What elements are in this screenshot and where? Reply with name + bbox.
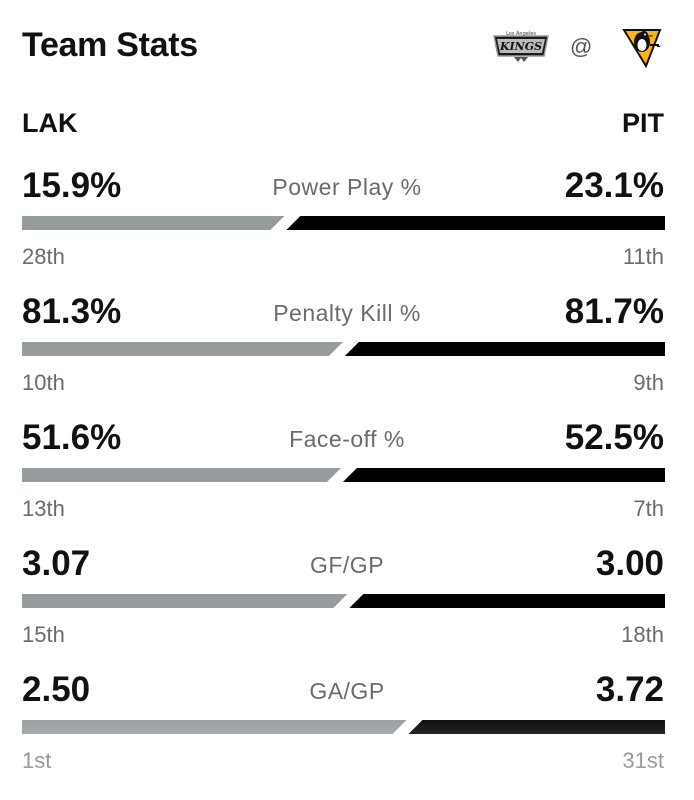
comparison-bar bbox=[22, 594, 665, 608]
away-stat-value: 15.9% bbox=[22, 166, 122, 205]
kings-logo-text: KINGS bbox=[499, 40, 542, 53]
stat-row-faceoff: 51.6% Face-off % 52.5% 13th 7th bbox=[0, 418, 694, 544]
away-stat-value: 3.07 bbox=[22, 544, 91, 583]
comparison-bar bbox=[22, 720, 665, 734]
home-stat-value: 3.00 bbox=[595, 544, 664, 583]
away-bar-segment bbox=[22, 594, 348, 608]
stat-row-ga-gp: 2.50 GA/GP 3.72 1st 31st bbox=[0, 670, 694, 796]
home-team-abbr: PIT bbox=[621, 108, 664, 138]
stat-row-penalty-kill: 81.3% Penalty Kill % 81.7% 10th 9th bbox=[0, 292, 694, 418]
stat-label: Face-off % bbox=[289, 426, 405, 452]
stat-row-power-play: 15.9% Power Play % 23.1% 28th 11th bbox=[0, 166, 694, 292]
away-stat-value: 51.6% bbox=[22, 418, 122, 457]
away-stat-rank: 1st bbox=[22, 748, 52, 773]
away-stat-rank: 28th bbox=[22, 244, 65, 269]
home-stat-value: 3.72 bbox=[595, 670, 664, 709]
away-stat-value: 81.3% bbox=[22, 292, 122, 331]
penguins-logo-icon bbox=[622, 29, 662, 68]
away-bar-segment bbox=[22, 720, 407, 734]
stat-row-gf-gp: 3.07 GF/GP 3.00 15th 18th bbox=[0, 544, 694, 670]
home-bar-segment bbox=[344, 342, 665, 356]
home-bar-segment bbox=[286, 216, 665, 230]
home-stat-value: 23.1% bbox=[564, 166, 664, 205]
stat-label: Penalty Kill % bbox=[273, 300, 421, 326]
home-stat-rank: 9th bbox=[633, 370, 664, 395]
home-bar-segment bbox=[342, 468, 665, 482]
away-bar-segment bbox=[22, 468, 341, 482]
away-stat-rank: 15th bbox=[22, 622, 65, 647]
home-stat-rank: 11th bbox=[622, 244, 664, 269]
stat-label: GA/GP bbox=[309, 678, 385, 704]
away-team-abbr: LAK bbox=[22, 108, 78, 138]
matchup: Los Angeles KINGS @ bbox=[488, 24, 664, 68]
kings-logo-subtext: Los Angeles bbox=[506, 31, 536, 37]
away-stat-rank: 13th bbox=[22, 496, 65, 521]
home-bar-segment bbox=[408, 720, 665, 734]
comparison-bar bbox=[22, 468, 665, 482]
away-bar-segment bbox=[22, 216, 285, 230]
stat-label: GF/GP bbox=[309, 552, 385, 578]
home-stat-rank: 31st bbox=[622, 748, 664, 773]
kings-logo-icon: Los Angeles KINGS bbox=[493, 31, 549, 62]
home-bar-segment bbox=[349, 594, 665, 608]
away-bar-segment bbox=[22, 342, 343, 356]
comparison-bar bbox=[22, 216, 665, 230]
comparison-bar bbox=[22, 342, 665, 356]
stat-label: Power Play % bbox=[272, 174, 422, 200]
at-symbol: @ bbox=[570, 34, 593, 59]
home-stat-value: 52.5% bbox=[564, 418, 664, 457]
home-stat-rank: 7th bbox=[633, 496, 664, 521]
away-stat-rank: 10th bbox=[22, 370, 65, 395]
home-stat-rank: 18th bbox=[621, 622, 664, 647]
away-stat-value: 2.50 bbox=[22, 670, 91, 709]
team-stats-header: Team Stats Los Angeles KINGS @ bbox=[22, 26, 664, 70]
home-stat-value: 81.7% bbox=[564, 292, 664, 331]
page-title: Team Stats bbox=[22, 26, 198, 64]
